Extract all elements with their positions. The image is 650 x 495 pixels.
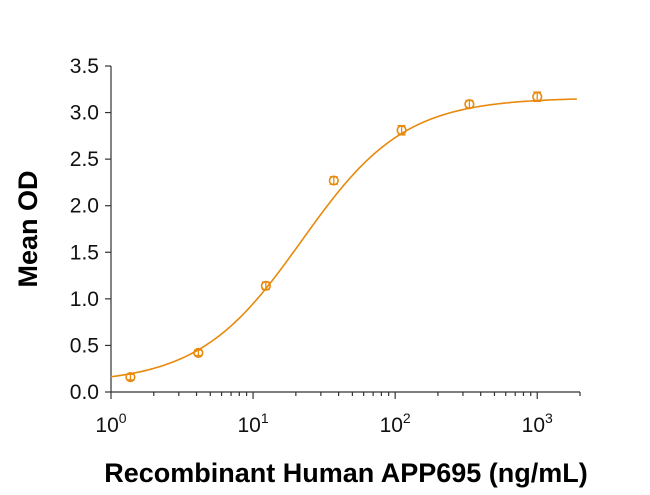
data-marker [193, 347, 204, 358]
y-tick-label: 0.0 [70, 381, 99, 404]
y-tick-label: 0.5 [70, 334, 99, 357]
data-point [328, 175, 339, 186]
data-marker [260, 280, 271, 291]
data-marker [396, 125, 407, 136]
data-marker [464, 99, 475, 110]
x-tick-label: 102 [380, 410, 411, 437]
plot-area: 0.0 0.5 1.0 1.5 2.0 2.5 3.0 3.5 100 101 102 103 [70, 55, 581, 437]
data-point [464, 99, 475, 110]
fit-curve [110, 98, 577, 378]
y-axis-ticks: 0.0 0.5 1.0 1.5 2.0 2.5 3.0 3.5 [70, 55, 111, 404]
y-tick-label: 2.5 [70, 148, 99, 171]
x-axis-ticks: 100 101 102 103 [95, 392, 581, 437]
y-tick-label: 3.5 [70, 55, 99, 78]
data-marker [532, 91, 543, 102]
data-marker [125, 371, 136, 383]
y-tick-label: 2.0 [70, 195, 99, 218]
y-tick-label: 1.5 [70, 241, 99, 264]
y-tick-label: 3.0 [70, 102, 99, 125]
data-point [125, 371, 136, 383]
x-axis-title: Recombinant Human APP695 (ng/mL) [104, 458, 588, 488]
x-tick-label: 103 [522, 410, 553, 437]
data-point [532, 91, 543, 103]
data-point [193, 347, 204, 358]
data-point [260, 280, 271, 291]
data-points [125, 91, 543, 383]
data-marker [328, 175, 339, 186]
y-axis-title: Mean OD [13, 170, 43, 287]
y-tick-label: 1.0 [70, 288, 99, 311]
x-tick-label: 100 [95, 410, 126, 437]
x-tick-label: 101 [237, 410, 268, 437]
data-point [396, 124, 407, 136]
